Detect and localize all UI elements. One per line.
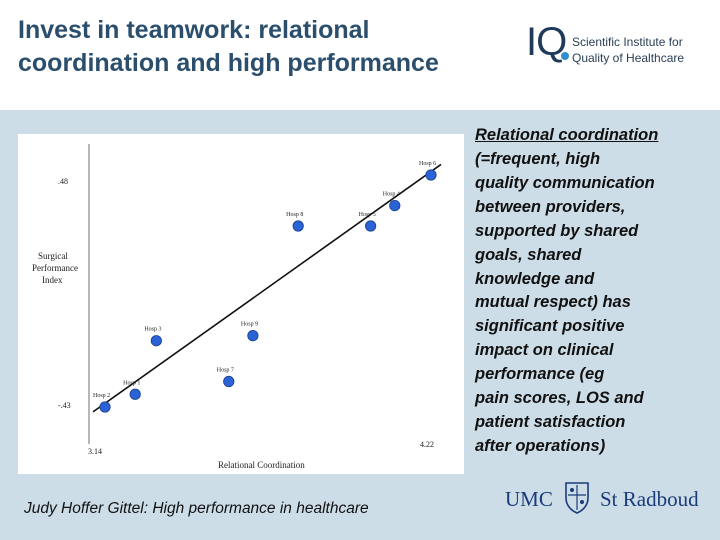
point-label: Hosp 6 xyxy=(419,161,436,167)
point-label: Hosp 8 xyxy=(286,212,303,218)
data-point xyxy=(389,199,401,212)
data-point xyxy=(150,335,162,347)
side-text-line-9: significant positive xyxy=(475,317,625,336)
data-point xyxy=(247,330,259,342)
trend-line xyxy=(92,163,442,413)
side-text-line-10: impact on clinical xyxy=(475,341,614,360)
data-point xyxy=(425,169,437,181)
data-point xyxy=(223,375,235,388)
slide-title-line-2: coordination and high performance xyxy=(18,49,439,78)
umc-logo-right: St Radboud xyxy=(600,487,699,511)
data-point xyxy=(292,220,304,232)
y-axis-label-line-2: Performance xyxy=(32,263,78,273)
y-axis-label-line-3: Index xyxy=(42,275,63,285)
y-tick-min: -.43 xyxy=(58,401,71,410)
side-text-line-3: quality communication xyxy=(475,173,655,192)
point-label: Hosp 1 xyxy=(123,380,140,386)
side-text-line-6: goals, shared xyxy=(475,245,582,264)
side-text-line-8: mutual respect) has xyxy=(475,293,631,312)
side-text-line-14: after operations) xyxy=(475,436,606,455)
scatter-chart: .48 -.43 3.14 4.22 Relational Coordinati… xyxy=(32,144,442,470)
chart-panel: .48 -.43 3.14 4.22 Relational Coordinati… xyxy=(18,134,464,474)
iq-logo-org-line-1: Scientific Institute for xyxy=(572,35,683,49)
slide-title: Invest in teamwork: relational coordinat… xyxy=(18,14,508,81)
point-label: Hosp 7 xyxy=(217,368,234,374)
y-axis-label-line-1: Surgical xyxy=(38,251,68,261)
side-text-line-11: performance (eg xyxy=(475,365,605,384)
iq-logo-org: Scientific Institute for Quality of Heal… xyxy=(572,34,684,66)
point-label: Hosp 3 xyxy=(144,327,161,333)
side-text-line-7: knowledge and xyxy=(475,269,595,288)
umc-logo: UMC St Radboud xyxy=(505,478,720,522)
x-tick-max: 4.22 xyxy=(420,440,434,449)
iq-logo-org-line-2: Quality of Healthcare xyxy=(572,51,685,66)
x-tick-min: 3.14 xyxy=(88,447,102,456)
slide-title-line-1: Invest in teamwork: relational xyxy=(18,16,370,44)
data-point xyxy=(99,401,111,413)
side-text-line-2: (=frequent, high xyxy=(475,149,601,168)
side-text-line-1: Relational coordination xyxy=(475,126,659,144)
umc-logo-left: UMC xyxy=(505,487,553,511)
side-text-line-12: pain scores, LOS and xyxy=(475,389,644,408)
point-label: Hosp 9 xyxy=(241,322,258,328)
data-point xyxy=(129,388,141,400)
side-text-line-4: between providers, xyxy=(475,197,626,216)
iq-logo-dot xyxy=(561,52,569,60)
crest-icon xyxy=(565,482,589,514)
side-text-line-13: patient satisfaction xyxy=(475,413,626,432)
iq-logo-mark: IQ xyxy=(526,20,567,64)
credit-text: Judy Hoffer Gittel: High performance in … xyxy=(24,500,369,517)
chart-marks: Hosp 2 Hosp 1 Hosp 3 Hosp 7 Hosp 9 Hosp 8 Hosp… xyxy=(92,161,442,413)
x-axis-label: Relational Coordination xyxy=(218,460,305,470)
y-tick-max: .48 xyxy=(58,177,68,186)
point-label: Hosp 2 xyxy=(93,393,110,399)
data-point xyxy=(365,220,377,232)
y-axis-label: Surgical Performance Index xyxy=(32,251,78,285)
point-label: Hosp 5 xyxy=(359,212,376,218)
point-label: Hosp 4 xyxy=(383,192,400,198)
side-text-line-5: supported by shared xyxy=(475,221,639,240)
iq-logo: IQ Scientific Institute for Quality of H… xyxy=(526,22,716,82)
side-description: Relational coordination (=frequent, high… xyxy=(475,124,715,459)
